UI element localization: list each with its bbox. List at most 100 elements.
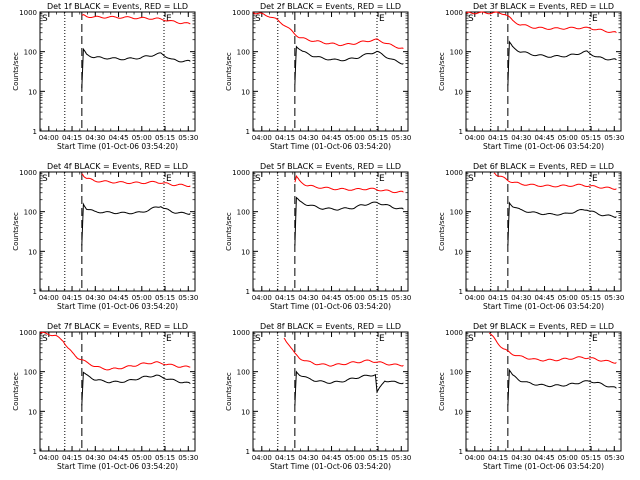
y-tick-label: 1 <box>246 448 250 456</box>
x-tick-label: 04:45 <box>108 294 128 302</box>
panel-det-1: Det 1f BLACK = Events, RED = LLD 1 10 100 10… <box>12 2 198 151</box>
y-tick-label: 100 <box>450 369 463 377</box>
x-tick-label: 05:30 <box>178 454 198 462</box>
x-axis-label: Start Time (01-Oct-06 03:54:20) <box>57 142 178 151</box>
panel-title: Det 7f BLACK = Events, RED = LLD <box>47 322 188 331</box>
y-tick-label: 10 <box>454 88 463 96</box>
panel-det-8: Det 8f BLACK = Events, RED = LLD 1 10 100 10… <box>225 322 411 471</box>
x-tick-label: 04:00 <box>39 454 59 462</box>
x-axis-label: Start Time (01-Oct-06 03:54:20) <box>57 462 178 471</box>
x-tick-label: 04:30 <box>85 134 105 142</box>
end-marker-label: E <box>592 14 598 24</box>
series-events-line <box>507 40 617 86</box>
y-axis-label: Counts/sec <box>438 52 446 91</box>
x-tick-label: 04:00 <box>252 294 272 302</box>
y-axis-label: Counts/sec <box>438 372 446 411</box>
series-events-line <box>81 202 191 246</box>
panel-title: Det 2f BLACK = Events, RED = LLD <box>260 2 401 11</box>
plot-frame <box>39 171 196 292</box>
y-tick-label: 1000 <box>445 169 463 177</box>
x-tick-label: 04:00 <box>252 134 272 142</box>
x-tick-label: 04:15 <box>488 454 508 462</box>
y-axis-label: Counts/sec <box>12 212 20 251</box>
y-tick-label: 10 <box>241 248 250 256</box>
y-axis-label: Counts/sec <box>225 372 233 411</box>
plot-frame <box>465 331 622 452</box>
x-tick-label: 05:15 <box>581 294 601 302</box>
panel-det-5: Det 5f BLACK = Events, RED = LLD 1 10 100 10… <box>225 162 411 311</box>
x-tick-label: 04:15 <box>275 454 295 462</box>
y-tick-label: 1000 <box>19 329 37 337</box>
x-tick-label: 04:30 <box>511 454 531 462</box>
y-tick-label: 1 <box>246 288 250 296</box>
x-tick-label: 04:15 <box>62 454 82 462</box>
x-tick-label: 04:15 <box>488 294 508 302</box>
x-tick-label: 05:15 <box>581 134 601 142</box>
y-axis-label: Counts/sec <box>225 52 233 91</box>
x-tick-label: 04:30 <box>511 134 531 142</box>
x-tick-label: 05:00 <box>132 454 152 462</box>
start-marker-label: S <box>42 14 48 24</box>
plot-frame <box>465 11 622 132</box>
y-tick-label: 100 <box>24 209 37 217</box>
y-tick-label: 10 <box>454 248 463 256</box>
y-tick-label: 100 <box>237 369 250 377</box>
x-tick-label: 05:30 <box>178 134 198 142</box>
x-axis-label: Start Time (01-Oct-06 03:54:20) <box>270 142 391 151</box>
y-tick-label: 1 <box>459 448 463 456</box>
x-tick-label: 05:00 <box>345 134 365 142</box>
series-lld-line <box>294 174 404 194</box>
series-lld-line <box>466 11 617 34</box>
series-lld-line <box>81 14 191 25</box>
y-tick-label: 100 <box>450 209 463 217</box>
series-lld-line <box>252 12 404 49</box>
y-tick-label: 1000 <box>445 329 463 337</box>
series-lld-line <box>493 172 617 190</box>
x-tick-label: 04:45 <box>534 454 554 462</box>
plot-frame <box>465 171 622 292</box>
x-axis-label: Start Time (01-Oct-06 03:54:20) <box>270 302 391 311</box>
panel-det-9: Det 9f BLACK = Events, RED = LLD 1 10 100 10… <box>438 322 624 471</box>
series-lld-line <box>81 173 191 187</box>
x-tick-label: 04:00 <box>39 134 59 142</box>
x-axis-label: Start Time (01-Oct-06 03:54:20) <box>483 142 604 151</box>
start-marker-label: S <box>42 334 48 344</box>
x-tick-label: 05:15 <box>368 294 388 302</box>
x-tick-label: 04:30 <box>298 454 318 462</box>
x-tick-label: 05:00 <box>132 134 152 142</box>
y-axis-label: Counts/sec <box>438 212 446 251</box>
x-tick-label: 05:00 <box>345 454 365 462</box>
plot-frame <box>39 331 196 452</box>
plot-frame <box>252 171 409 292</box>
series-events-line <box>294 196 404 246</box>
y-tick-label: 10 <box>28 248 37 256</box>
y-axis-label: Counts/sec <box>225 212 233 251</box>
y-tick-label: 10 <box>28 408 37 416</box>
series-events-line <box>294 45 404 85</box>
x-tick-label: 04:15 <box>275 134 295 142</box>
y-tick-label: 1 <box>459 128 463 136</box>
y-tick-label: 10 <box>28 88 37 96</box>
x-tick-label: 04:00 <box>465 294 485 302</box>
x-tick-label: 04:00 <box>252 454 272 462</box>
end-marker-label: E <box>166 334 172 344</box>
start-marker-label: S <box>468 334 474 344</box>
series-lld-line <box>283 337 404 367</box>
y-tick-label: 1 <box>33 448 37 456</box>
x-tick-label: 05:30 <box>391 134 411 142</box>
x-tick-label: 04:00 <box>39 294 59 302</box>
x-tick-label: 05:00 <box>558 294 578 302</box>
start-marker-label: S <box>468 14 474 24</box>
x-tick-label: 05:30 <box>604 294 624 302</box>
x-tick-label: 05:00 <box>558 134 578 142</box>
series-events-line <box>81 47 191 89</box>
x-tick-label: 04:15 <box>275 294 295 302</box>
panel-det-7: Det 7f BLACK = Events, RED = LLD 1 10 100 10… <box>12 322 198 471</box>
x-tick-label: 04:30 <box>85 294 105 302</box>
panel-det-2: Det 2f BLACK = Events, RED = LLD 1 10 100 10… <box>225 2 411 151</box>
y-tick-label: 1000 <box>232 9 250 17</box>
x-tick-label: 05:15 <box>155 294 175 302</box>
panel-title: Det 6f BLACK = Events, RED = LLD <box>473 162 614 171</box>
start-marker-label: S <box>468 174 474 184</box>
